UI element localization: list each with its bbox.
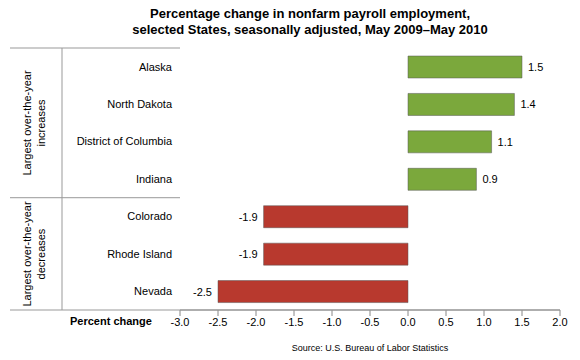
svg-text:-3.0: -3.0	[171, 316, 190, 328]
svg-text:-2.5: -2.5	[193, 286, 212, 298]
svg-text:1.5: 1.5	[514, 316, 529, 328]
svg-text:0.9: 0.9	[482, 173, 497, 185]
svg-text:-1.5: -1.5	[285, 316, 304, 328]
svg-text:-0.5: -0.5	[361, 316, 380, 328]
svg-text:2.0: 2.0	[552, 316, 567, 328]
html-text:Largest over-the-year increase: Largest over-the-year increases	[21, 70, 47, 176]
svg-text:0.0: 0.0	[400, 316, 415, 328]
svg-text:-2.0: -2.0	[247, 316, 266, 328]
svg-text:Indiana: Indiana	[136, 173, 173, 185]
html-text:Percentage change in nonfarm p: Percentage change in nonfarm payroll emp…	[150, 6, 470, 21]
svg-text:Colorado: Colorado	[127, 210, 172, 222]
svg-text:-1.0: -1.0	[323, 316, 342, 328]
svg-text:0.5: 0.5	[438, 316, 453, 328]
svg-text:Alaska: Alaska	[139, 61, 173, 73]
svg-text:Rhode Island: Rhode Island	[107, 248, 172, 260]
svg-text:-1.9: -1.9	[239, 211, 258, 223]
html-text:Source: U.S. Bureau of Labor S: Source: U.S. Bureau of Labor Statistics	[291, 343, 449, 353]
svg-text:Nevada: Nevada	[134, 285, 173, 297]
svg-text:-1.9: -1.9	[239, 248, 258, 260]
html-text:Percent change: Percent change	[70, 315, 152, 327]
svg-text:1.0: 1.0	[476, 316, 491, 328]
svg-text:1.4: 1.4	[520, 98, 535, 110]
svg-text:1.5: 1.5	[528, 61, 543, 73]
svg-text:North Dakota: North Dakota	[107, 98, 173, 110]
html-text:selected States, seasonally ad: selected States, seasonally adjusted, Ma…	[132, 22, 488, 37]
html-text:Largest over-the-year decrease: Largest over-the-year decreases	[21, 201, 47, 307]
svg-text:-2.5: -2.5	[209, 316, 228, 328]
svg-text:District of Columbia: District of Columbia	[77, 135, 173, 147]
svg-text:1.1: 1.1	[498, 136, 513, 148]
